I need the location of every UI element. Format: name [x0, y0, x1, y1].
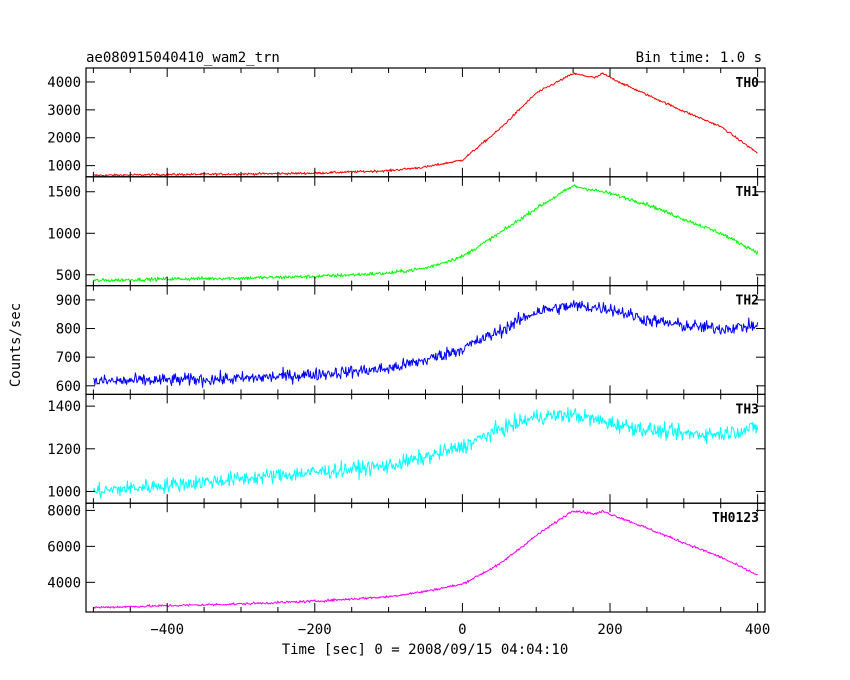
- y-axis-label: Counts/sec: [8, 303, 24, 387]
- bin-time-label: Bin time: 1.0 s: [636, 50, 762, 66]
- series-line-th1: [93, 184, 759, 283]
- y-tick-label: 3000: [47, 103, 81, 119]
- y-tick-label: 700: [56, 350, 81, 366]
- y-tick-label: 4000: [47, 575, 81, 591]
- panel-th3: 1000 1200 1400 TH3: [47, 393, 766, 504]
- y-tick-label: 500: [56, 268, 81, 284]
- panel-label-th1: TH1: [736, 185, 760, 200]
- y-tick-label: 1200: [47, 442, 81, 458]
- panel-label-th0123: TH0123: [712, 511, 759, 526]
- panel-label-th2: TH2: [736, 294, 759, 309]
- y-tick-label: 2000: [47, 131, 81, 147]
- y-tick-label: 1500: [47, 185, 81, 201]
- y-tick-label: 1000: [47, 484, 81, 500]
- panel-frame: [85, 67, 766, 178]
- y-tick-label: 8000: [47, 503, 81, 519]
- series-line-th0123: [93, 509, 758, 609]
- x-tick-label: 0: [458, 622, 466, 638]
- x-tick-label: −400: [150, 622, 184, 638]
- y-tick-label: 900: [56, 293, 81, 309]
- panel-frame: [85, 176, 766, 287]
- series-line-th0: [93, 72, 758, 178]
- y-tick-label: 1400: [47, 399, 81, 415]
- y-tick-label: 600: [56, 379, 81, 395]
- series-line-th3: [92, 406, 759, 499]
- panel-frame: [85, 502, 766, 613]
- x-tick-label: 200: [597, 622, 622, 638]
- y-tick-label: 4000: [47, 75, 81, 91]
- y-tick-label: 1000: [47, 159, 81, 175]
- series-line-th2: [93, 299, 759, 388]
- x-tick-label: −200: [298, 622, 332, 638]
- panel-label-th3: TH3: [736, 402, 759, 417]
- panel-th0123: 4000 6000 8000 TH0123: [47, 502, 766, 613]
- y-tick-label: 6000: [47, 539, 81, 555]
- y-tick-label: 1000: [47, 226, 81, 242]
- panel-th1: 500 1000 1500 TH1: [47, 176, 766, 287]
- panel-th0: 1000 2000 3000 4000 TH0: [47, 67, 766, 178]
- panel-label-th0: TH0: [736, 76, 760, 91]
- y-tick-label: 800: [56, 322, 81, 338]
- chart-title: ae080915040410_wam2_trn: [86, 50, 280, 66]
- x-tick-label: 400: [745, 622, 770, 638]
- x-axis-label: Time [sec] 0 = 2008/09/15 04:04:10: [282, 642, 569, 658]
- panel-th2: 600 700 800 900 TH2: [56, 285, 766, 396]
